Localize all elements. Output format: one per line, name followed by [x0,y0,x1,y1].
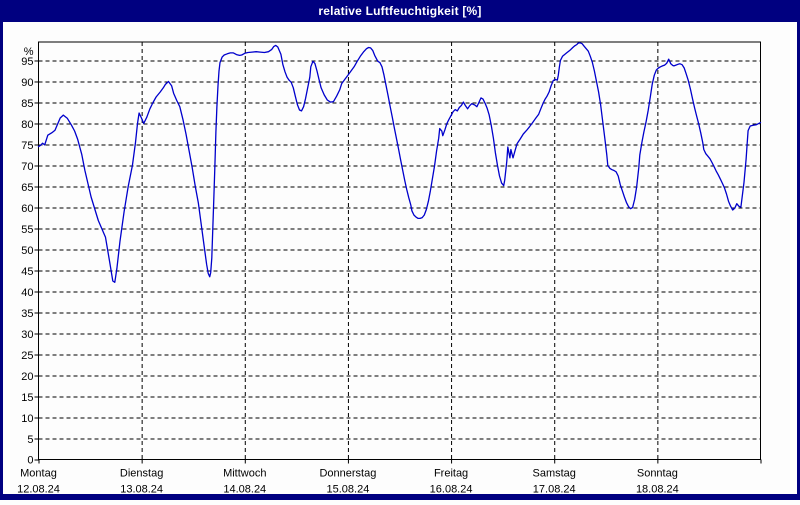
y-tick-label: 30 [21,329,33,341]
plot-border [38,41,761,460]
x-label-date: 14.08.24 [223,484,266,496]
y-tick-label: 90 [21,77,33,89]
axis-labels: 5 10 15 20 25 30 35 40 45 50 55 60 65 70 75 80 85 90 95 0% M… [17,46,679,496]
gridlines [38,42,761,460]
y-tick-label: 85 [21,98,33,110]
x-label-day: Freitag [434,468,468,480]
y-tick-label: 40 [21,287,33,299]
x-label-day: Mittwoch [223,468,266,480]
y-tick-label: 80 [21,119,33,131]
axes [34,60,762,464]
y-tick-label: 65 [21,182,33,194]
y-tick-label: 45 [21,266,33,278]
x-label-day: Montag [20,468,57,480]
x-label-date: 15.08.24 [327,484,370,496]
y-tick-label-zero: 0 [27,455,33,467]
humidity-series-line [37,42,762,283]
window-border-left [0,0,3,500]
x-label-date: 13.08.24 [120,484,163,496]
x-label-date: 16.08.24 [430,484,473,496]
y-tick-label: 60 [21,203,33,215]
chart-area: 5 10 15 20 25 30 35 40 45 50 55 60 65 70 75 80 85 90 95 0% M… [0,22,800,500]
x-label-date: 12.08.24 [17,484,60,496]
x-label-day: Dienstag [120,468,163,480]
y-axis-unit-label: % [24,46,34,58]
y-tick-label: 25 [21,350,33,362]
y-tick-label: 50 [21,245,33,257]
y-tick-label: 95 [21,56,33,68]
y-tick-label: 75 [21,140,33,152]
window-title: relative Luftfeuchtigkeit [%] [318,4,482,18]
y-tick-label: 55 [21,224,33,236]
x-label-day: Sonntag [637,468,678,480]
x-label-day: Samstag [533,468,576,480]
window-border-right [797,0,800,500]
humidity-chart: 5 10 15 20 25 30 35 40 45 50 55 60 65 70 75 80 85 90 95 0% M… [17,41,762,496]
window-title-bar: relative Luftfeuchtigkeit [%] [0,0,800,22]
y-tick-label: 70 [21,161,33,173]
y-tick-label: 10 [21,413,33,425]
y-tick-label: 15 [21,392,33,404]
y-tick-label: 35 [21,308,33,320]
y-tick-label: 20 [21,371,33,383]
x-label-date: 18.08.24 [636,484,679,496]
y-tick-label: 5 [27,434,33,446]
window-border-bottom [0,494,800,500]
x-label-date: 17.08.24 [533,484,576,496]
x-label-day: Donnerstag [319,468,376,480]
